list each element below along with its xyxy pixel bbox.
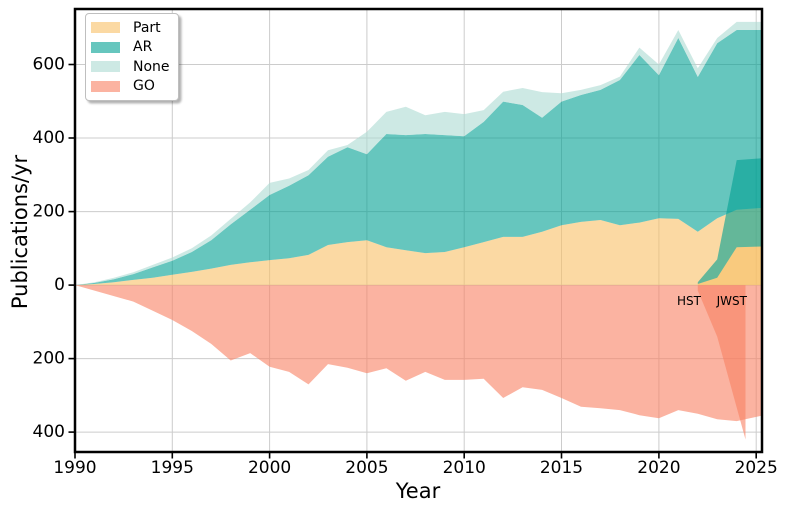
- y-tick-label: 0: [54, 275, 65, 295]
- x-tick-label: 2025: [735, 458, 778, 478]
- y-tick-label: 200: [33, 202, 65, 222]
- legend-item-part: Part: [91, 18, 170, 38]
- area-hst-none: [75, 21, 762, 286]
- x-tick-label: 1995: [151, 458, 194, 478]
- y-tick-label: 400: [33, 422, 65, 442]
- y-axis-label: Publications/yr: [8, 154, 32, 310]
- axes-spines: [73, 7, 764, 454]
- y-tick-label: 200: [33, 349, 65, 369]
- area-hst-ar: [75, 30, 762, 286]
- legend-label: AR: [133, 39, 153, 56]
- legend-label: GO: [133, 78, 155, 95]
- x-tick-label: 2015: [540, 458, 583, 478]
- x-tick-label: 2000: [248, 458, 291, 478]
- area-hst-part: [75, 207, 762, 286]
- legend-swatch-none: [91, 61, 120, 73]
- area-jwst-ar: [697, 158, 762, 284]
- legend-swatch-part: [91, 22, 120, 34]
- y-tick-label: 400: [33, 128, 65, 148]
- x-axis-label: Year: [395, 479, 441, 503]
- area-jwst-go: [697, 285, 746, 440]
- legend: Part AR None GO: [85, 13, 179, 101]
- annotation-jwst: JWST: [716, 294, 748, 308]
- legend-item-go: GO: [91, 77, 170, 97]
- legend-label: Part: [133, 19, 161, 36]
- legend-label: None: [133, 58, 170, 75]
- x-tick-label: 2010: [443, 458, 486, 478]
- area-hst-go: [75, 285, 762, 422]
- x-tick-label: 1990: [53, 458, 96, 478]
- legend-swatch-ar: [91, 41, 120, 53]
- annotation-hst: HST: [677, 294, 702, 308]
- x-tick-label: 2005: [345, 458, 388, 478]
- legend-item-ar: AR: [91, 38, 170, 58]
- area-jwst-part: [697, 246, 762, 286]
- x-tick-label: 2020: [637, 458, 680, 478]
- y-tick-label: 600: [33, 55, 65, 75]
- legend-item-none: None: [91, 57, 170, 77]
- legend-swatch-go: [91, 80, 120, 92]
